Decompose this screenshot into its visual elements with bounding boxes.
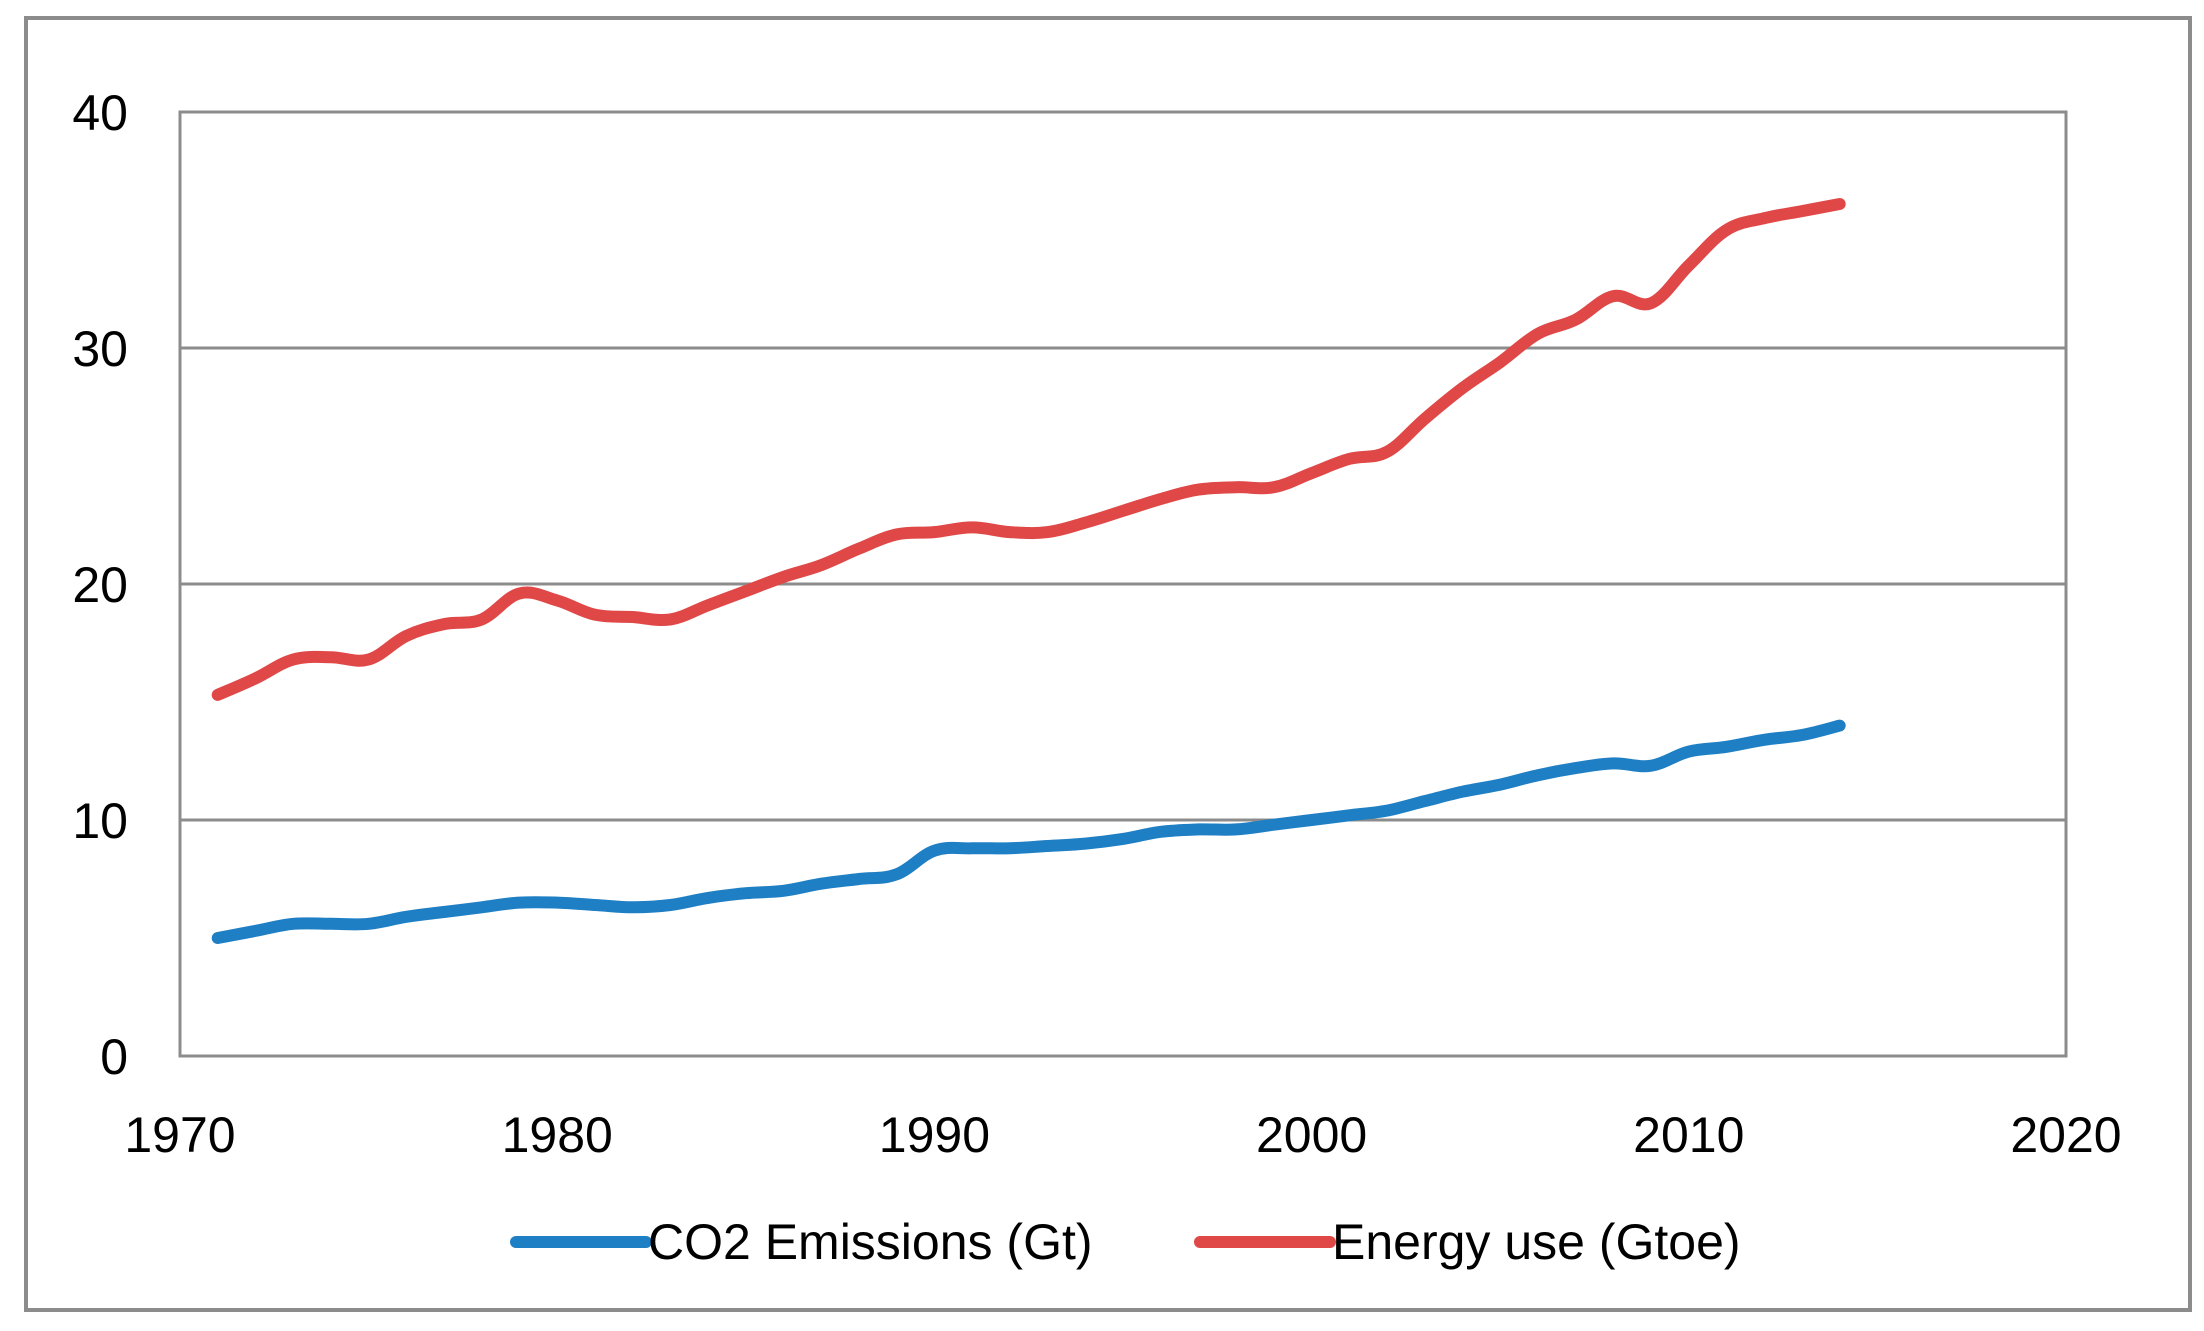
tick-layer: 0 10 20 30 40 1970 1980 1990 2000 2010 2020 xyxy=(72,85,2121,1163)
y-tick-label: 40 xyxy=(72,85,128,141)
legend-label-co2-emissions: CO2 Emissions (Gt) xyxy=(648,1214,1093,1270)
plot-area xyxy=(178,110,2068,1058)
x-tick-label: 2020 xyxy=(2010,1107,2121,1163)
legend: CO2 Emissions (Gt) Energy use (Gtoe) xyxy=(510,1214,1741,1270)
x-tick-label: 1970 xyxy=(124,1107,235,1163)
y-tick-label: 10 xyxy=(72,793,128,849)
y-tick-label: 0 xyxy=(100,1029,128,1085)
grid-layer xyxy=(180,346,2066,822)
y-tick-label: 20 xyxy=(72,557,128,613)
x-tick-label: 1990 xyxy=(879,1107,990,1163)
x-tick-label: 2010 xyxy=(1633,1107,1744,1163)
series-line-energy-use xyxy=(211,198,1846,701)
x-tick-label: 2000 xyxy=(1256,1107,1367,1163)
chart-frame xyxy=(24,16,2192,1312)
series-line-co2-emissions xyxy=(211,719,1846,944)
x-tick-label: 1980 xyxy=(502,1107,613,1163)
series-layer xyxy=(211,198,1846,944)
legend-label-energy-use: Energy use (Gtoe) xyxy=(1332,1214,1741,1270)
y-tick-label: 30 xyxy=(72,321,128,377)
